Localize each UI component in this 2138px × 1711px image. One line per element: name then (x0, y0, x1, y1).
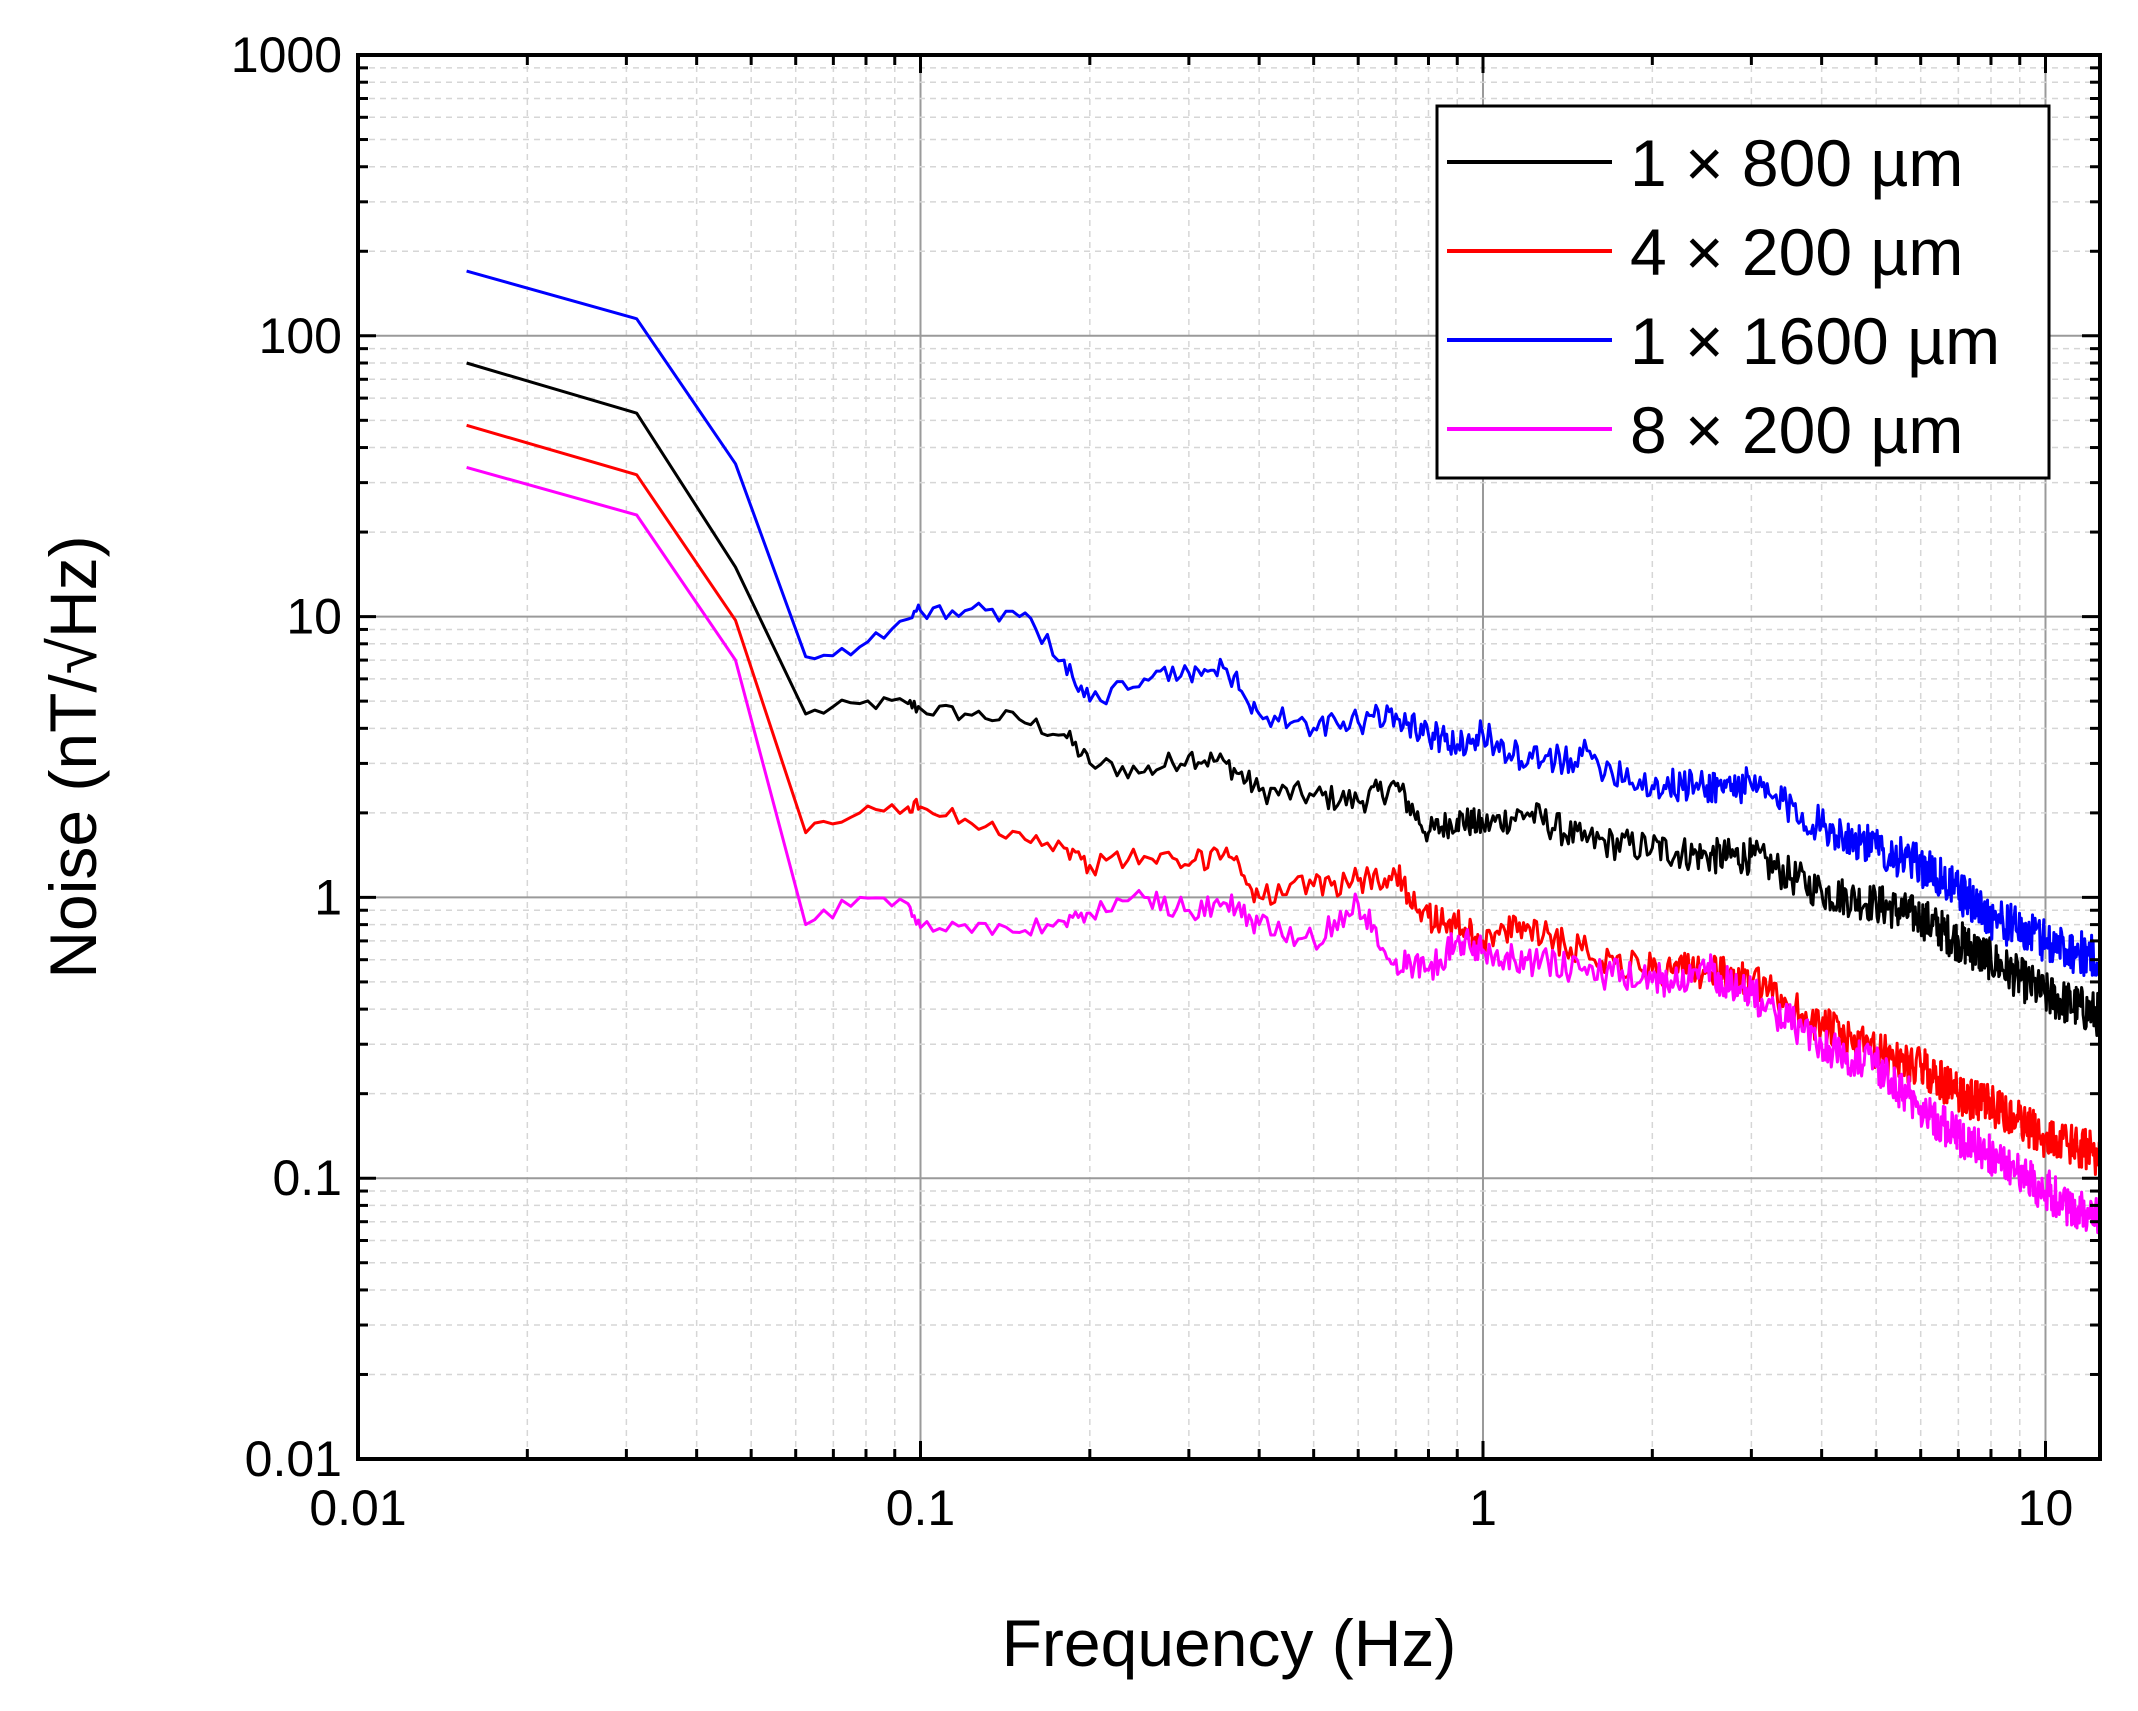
legend-label: 1 × 1600 µm (1630, 304, 2000, 378)
y-tick-label: 1 (314, 869, 342, 925)
x-tick-label: 0.1 (886, 1480, 956, 1536)
legend-items: 1 × 800 µm 4 × 200 µm 1 × 1600 µm 8 × 200 µ… (1447, 126, 2000, 467)
legend-label: 4 × 200 µm (1630, 215, 1963, 289)
y-tick-label: 1000 (231, 27, 342, 83)
plot-frame (356, 53, 2102, 1461)
series-line (466, 361, 2102, 1037)
y-tick-label: 100 (259, 308, 342, 364)
legend-label: 1 × 800 µm (1630, 126, 1963, 200)
legend-label: 8 × 200 µm (1630, 393, 1963, 467)
data-series (466, 269, 2102, 1235)
series-line (466, 423, 2102, 1176)
legend: 1 × 800 µm 4 × 200 µm 1 × 1600 µm 8 × 200 µ… (1435, 104, 2051, 480)
y-tick-label: 0.01 (245, 1431, 342, 1487)
x-tick-label: 0.01 (309, 1480, 406, 1536)
series-line (466, 269, 2102, 977)
y-tick-label: 0.1 (272, 1150, 342, 1206)
y-tick-label: 10 (286, 589, 342, 645)
x-axis-title: Frequency (Hz) (1002, 1606, 1457, 1680)
axis-tick-labels: 0.01 0.1 1 10 0.01 0.1 1 10 100 1000 (231, 27, 2074, 1536)
series-line (466, 465, 2102, 1235)
axis-ticks (356, 53, 2100, 1461)
y-axis-title: Noise (nT/√Hz) (36, 535, 110, 978)
x-tick-label: 1 (1469, 1480, 1497, 1536)
legend-box (1435, 104, 2051, 480)
x-tick-label: 10 (2018, 1480, 2074, 1536)
